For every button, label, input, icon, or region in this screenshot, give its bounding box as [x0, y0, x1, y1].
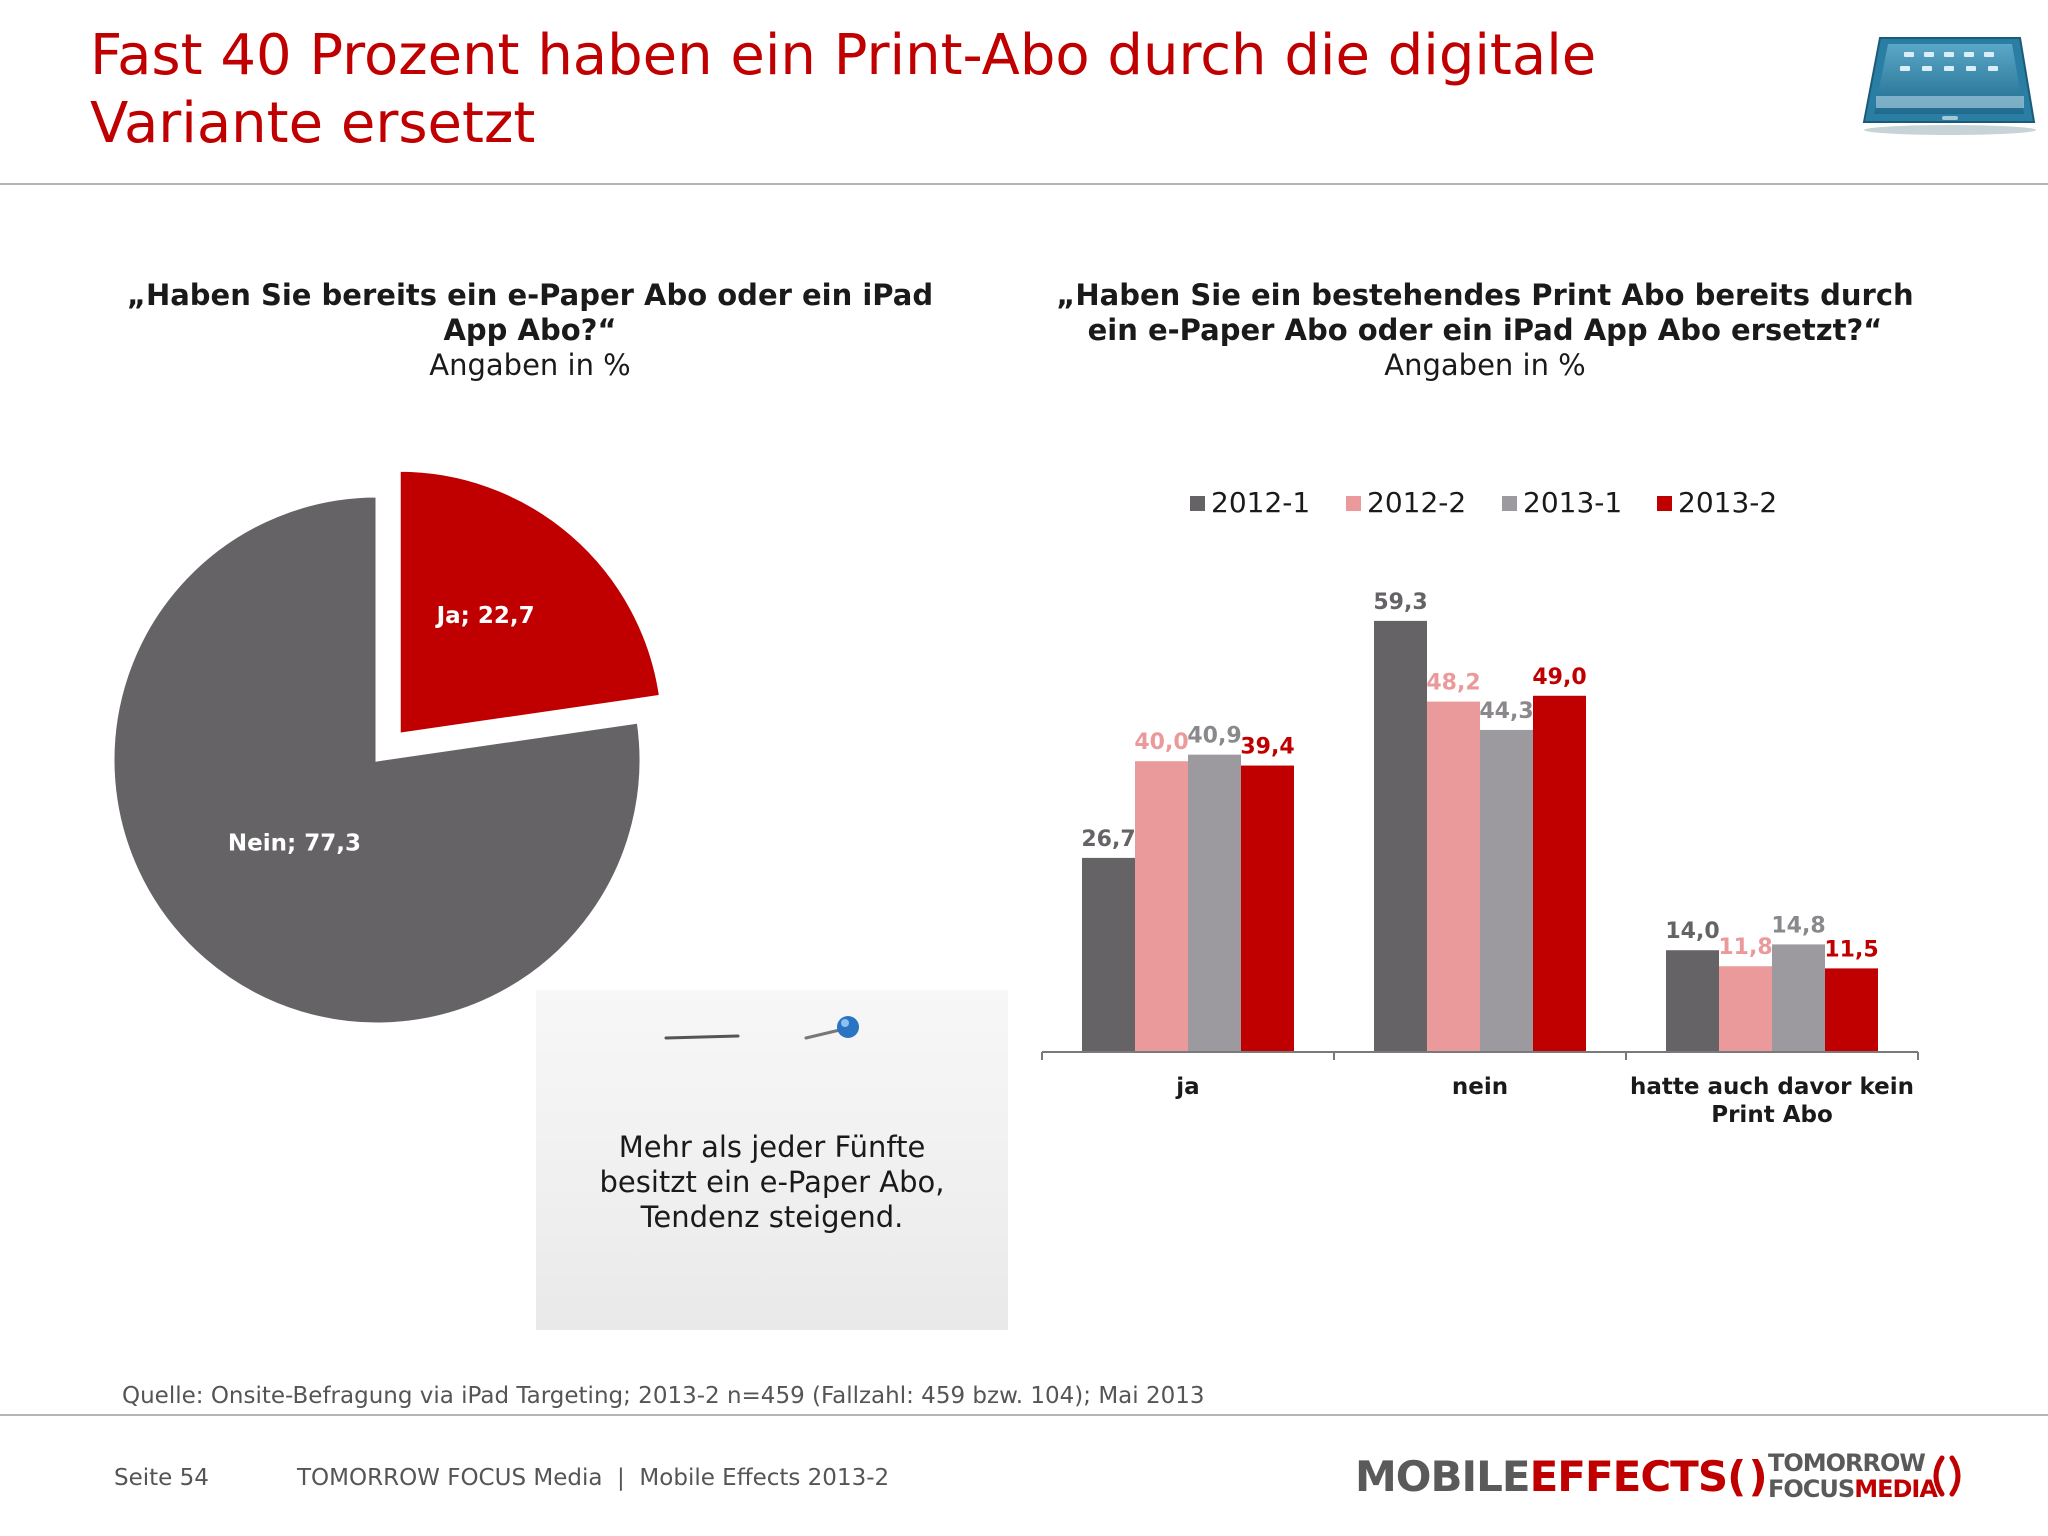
bar-value-label: 49,0 — [1532, 665, 1586, 690]
legend-swatch-2013-1 — [1502, 496, 1517, 511]
pie-label-nein: Nein; 77,3 — [228, 830, 361, 856]
logo-tf-line2: FOCUSMEDIA — [1768, 1475, 1938, 1503]
left-question-title: „Haben Sie bereits ein e-Paper Abo oder … — [126, 278, 934, 347]
bar-value-label: 11,8 — [1718, 935, 1772, 960]
pie-chart: Ja; 22,7 Nein; 77,3 — [111, 468, 663, 1026]
bar-2012-1-0 — [1082, 857, 1135, 1052]
legend-swatch-2012-1 — [1190, 496, 1205, 511]
x-tick-label: nein — [1452, 1074, 1508, 1100]
bar-2013-2-1 — [1533, 695, 1586, 1052]
bar-value-label: 48,2 — [1426, 671, 1480, 696]
note-box: Mehr als jeder Fünfte besitzt ein e-Pape… — [536, 990, 1008, 1330]
bar-value-label: 39,4 — [1240, 735, 1294, 760]
note-line: Tendenz steigend. — [640, 1200, 904, 1234]
right-question: „Haben Sie ein bestehendes Print Abo ber… — [1040, 278, 1930, 383]
bar-value-label: 26,7 — [1081, 827, 1135, 852]
pie-slice-ja — [397, 468, 663, 737]
legend-label-2012-1: 2012-1 — [1211, 486, 1310, 519]
bar-2012-2-1 — [1427, 701, 1480, 1052]
logo-bracket-icon — [1933, 1455, 1961, 1497]
logo-tf-line1: TOMORROW — [1768, 1449, 1926, 1477]
note-line: besitzt ein e-Paper Abo, — [599, 1165, 945, 1199]
legend-label-2013-1: 2013-1 — [1523, 486, 1622, 519]
right-question-title: „Haben Sie ein bestehendes Print Abo ber… — [1056, 278, 1914, 347]
bar-2012-1-2 — [1666, 950, 1719, 1052]
bar-2013-1-0 — [1188, 754, 1241, 1052]
bar-2013-2-2 — [1825, 968, 1878, 1052]
left-question: „Haben Sie bereits ein e-Paper Abo oder … — [90, 278, 970, 383]
right-question-subtitle: Angaben in % — [1384, 348, 1586, 382]
logo-bracket-icon: ( ) — [1727, 1452, 1768, 1501]
mobile-effects-logo: MOBILEEFFECTS( ) — [1355, 1452, 1768, 1501]
source-note: Quelle: Onsite-Befragung via iPad Target… — [122, 1383, 1205, 1409]
x-tick-label: ja — [1175, 1074, 1199, 1100]
tomorrow-focus-logo: TOMORROW FOCUSMEDIA — [1768, 1449, 1938, 1503]
logo-media-text: MEDIA — [1854, 1475, 1938, 1503]
header-divider — [0, 183, 2048, 185]
logo-mobile-text: MOBILE — [1355, 1452, 1531, 1501]
bar-2012-2-0 — [1135, 761, 1188, 1052]
legend-label-2013-2: 2013-2 — [1678, 486, 1777, 519]
bar-value-label: 40,9 — [1187, 724, 1241, 749]
legend-swatch-2012-2 — [1346, 496, 1361, 511]
tablet-icon — [1858, 34, 2038, 136]
bar-value-label: 14,0 — [1665, 919, 1719, 944]
pie-slice-nein — [111, 494, 643, 1026]
logo-focus-text: FOCUS — [1768, 1475, 1855, 1503]
bar-2013-2-0 — [1241, 765, 1294, 1052]
x-tick-label: hatte auch davor kein — [1630, 1074, 1914, 1100]
bar-value-label: 14,8 — [1771, 913, 1825, 938]
left-question-subtitle: Angaben in % — [429, 348, 631, 382]
bar-value-label: 40,0 — [1134, 730, 1188, 755]
page-title: Fast 40 Prozent haben ein Print-Abo durc… — [90, 23, 1597, 156]
bar-2012-1-1 — [1374, 620, 1427, 1052]
bar-value-label: 11,5 — [1824, 937, 1878, 962]
x-tick-label: Print Abo — [1711, 1102, 1833, 1128]
logo-effects-text: EFFECTS — [1529, 1452, 1728, 1501]
legend-label-2012-2: 2012-2 — [1367, 486, 1466, 519]
pie-label-ja: Ja; 22,7 — [435, 603, 535, 629]
bar-value-label: 44,3 — [1479, 699, 1533, 724]
legend-swatch-2013-2 — [1657, 496, 1672, 511]
pushpin-icon — [664, 1016, 859, 1040]
bar-2013-1-1 — [1480, 729, 1533, 1052]
page-number: Seite 54 — [114, 1465, 209, 1491]
note-text: Mehr als jeder Fünfte besitzt ein e-Pape… — [536, 1130, 1008, 1235]
bar-2012-2-2 — [1719, 966, 1772, 1052]
footer-company: TOMORROW FOCUS Media | Mobile Effects 20… — [297, 1465, 890, 1491]
bar-2013-1-2 — [1772, 944, 1825, 1052]
footer-divider — [0, 1414, 2048, 1416]
note-line: Mehr als jeder Fünfte — [618, 1130, 926, 1164]
bar-chart: 2012-1 2012-2 2013-1 2013-2 26,7 40,040,939,4… — [1041, 486, 1919, 1128]
bar-value-label: 59,3 — [1373, 590, 1427, 615]
